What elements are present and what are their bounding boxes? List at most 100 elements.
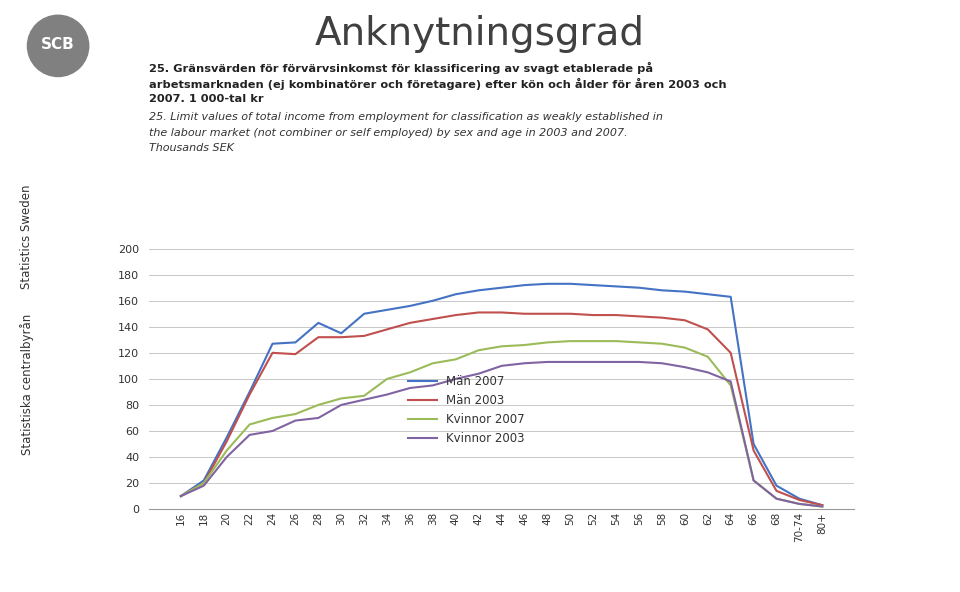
Män 2003 (175, 493, 186, 500)
Circle shape (28, 15, 88, 76)
Kvinnor 2003 (221, 453, 232, 461)
Män 2003 (244, 391, 255, 398)
Kvinnor 2003 (175, 493, 186, 500)
Män 2007 (198, 477, 209, 484)
Män 2007 (817, 501, 828, 509)
Text: 25. Gränsvärden för förvärvsinkomst för klassificering av svagt etablerade på: 25. Gränsvärden för förvärvsinkomst för … (149, 62, 653, 74)
Kvinnor 2003 (290, 417, 301, 424)
Män 2003 (358, 332, 370, 339)
Kvinnor 2007 (634, 339, 645, 346)
Män 2003 (588, 311, 599, 318)
Kvinnor 2007 (679, 344, 690, 351)
Män 2003 (794, 497, 805, 504)
Män 2007 (221, 434, 232, 441)
Kvinnor 2003 (817, 503, 828, 510)
Kvinnor 2003 (657, 360, 668, 367)
Kvinnor 2003 (588, 358, 599, 365)
Män 2007 (404, 303, 416, 310)
Kvinnor 2007 (794, 500, 805, 507)
Män 2007 (267, 340, 278, 348)
Män 2003 (221, 438, 232, 445)
Män 2003 (657, 314, 668, 321)
Män 2003 (267, 349, 278, 356)
Kvinnor 2003 (358, 396, 370, 403)
Kvinnor 2007 (817, 503, 828, 510)
Kvinnor 2007 (473, 347, 485, 354)
Män 2007 (748, 440, 759, 448)
Text: arbetsmarknaden (ej kombinatörer och företagare) efter kön och ålder för åren 20: arbetsmarknaden (ej kombinatörer och för… (149, 78, 727, 90)
Kvinnor 2003 (794, 500, 805, 507)
Män 2007 (679, 288, 690, 295)
Kvinnor 2007 (564, 337, 576, 345)
Män 2003 (611, 311, 622, 318)
Kvinnor 2007 (290, 410, 301, 417)
Män 2007 (634, 284, 645, 291)
Män 2003 (473, 309, 485, 316)
Kvinnor 2003 (198, 482, 209, 489)
Kvinnor 2003 (335, 401, 347, 408)
Män 2007 (771, 482, 782, 489)
Män 2007 (381, 306, 393, 313)
Män 2007 (588, 282, 599, 289)
Män 2007 (657, 287, 668, 294)
Män 2007 (725, 293, 736, 300)
Män 2007 (313, 319, 324, 326)
Kvinnor 2007 (175, 493, 186, 500)
Kvinnor 2003 (427, 382, 439, 389)
Text: the labour market (not combiner or self employed) by sex and age in 2003 and 200: the labour market (not combiner or self … (149, 128, 628, 138)
Kvinnor 2007 (381, 375, 393, 382)
Män 2007 (290, 339, 301, 346)
Kvinnor 2003 (473, 370, 485, 377)
Line: Män 2003: Män 2003 (180, 313, 823, 505)
Kvinnor 2007 (450, 356, 462, 363)
Män 2007 (495, 284, 507, 291)
Män 2003 (771, 487, 782, 494)
Män 2003 (541, 310, 553, 317)
Män 2007 (794, 495, 805, 502)
Kvinnor 2007 (518, 342, 530, 349)
Män 2007 (541, 280, 553, 287)
Text: 25. Limit values of total income from employment for classification as weakly es: 25. Limit values of total income from em… (149, 112, 662, 123)
Kvinnor 2003 (634, 358, 645, 365)
Kvinnor 2007 (244, 421, 255, 428)
Kvinnor 2007 (748, 477, 759, 484)
Män 2003 (725, 349, 736, 356)
Kvinnor 2007 (335, 395, 347, 402)
Män 2003 (313, 334, 324, 341)
Män 2003 (381, 326, 393, 333)
Män 2003 (518, 310, 530, 317)
Kvinnor 2003 (267, 427, 278, 435)
Text: Statistiska centralbyrån: Statistiska centralbyrån (20, 314, 34, 455)
Män 2003 (564, 310, 576, 317)
Män 2007 (518, 282, 530, 289)
Text: Anknytningsgrad: Anknytningsgrad (315, 15, 645, 53)
Kvinnor 2007 (358, 392, 370, 400)
Kvinnor 2003 (611, 358, 622, 365)
Text: 2007. 1 000-tal kr: 2007. 1 000-tal kr (149, 94, 263, 104)
Män 2003 (634, 313, 645, 320)
Män 2007 (473, 287, 485, 294)
Män 2007 (175, 493, 186, 500)
Män 2007 (427, 297, 439, 304)
Kvinnor 2007 (725, 382, 736, 389)
Line: Män 2007: Män 2007 (180, 284, 823, 505)
Kvinnor 2007 (702, 353, 713, 361)
Män 2007 (450, 291, 462, 298)
Män 2003 (817, 501, 828, 509)
Män 2003 (427, 316, 439, 323)
Kvinnor 2003 (771, 495, 782, 502)
Kvinnor 2003 (244, 432, 255, 439)
Män 2003 (679, 317, 690, 324)
Kvinnor 2007 (404, 369, 416, 376)
Män 2003 (702, 326, 713, 333)
Text: Thousands SEK: Thousands SEK (149, 143, 233, 153)
Kvinnor 2003 (381, 391, 393, 398)
Kvinnor 2003 (541, 358, 553, 365)
Kvinnor 2003 (495, 362, 507, 369)
Kvinnor 2003 (679, 363, 690, 371)
Kvinnor 2007 (313, 401, 324, 408)
Män 2007 (611, 283, 622, 290)
Män 2007 (358, 310, 370, 317)
Kvinnor 2007 (221, 447, 232, 454)
Kvinnor 2007 (267, 414, 278, 422)
